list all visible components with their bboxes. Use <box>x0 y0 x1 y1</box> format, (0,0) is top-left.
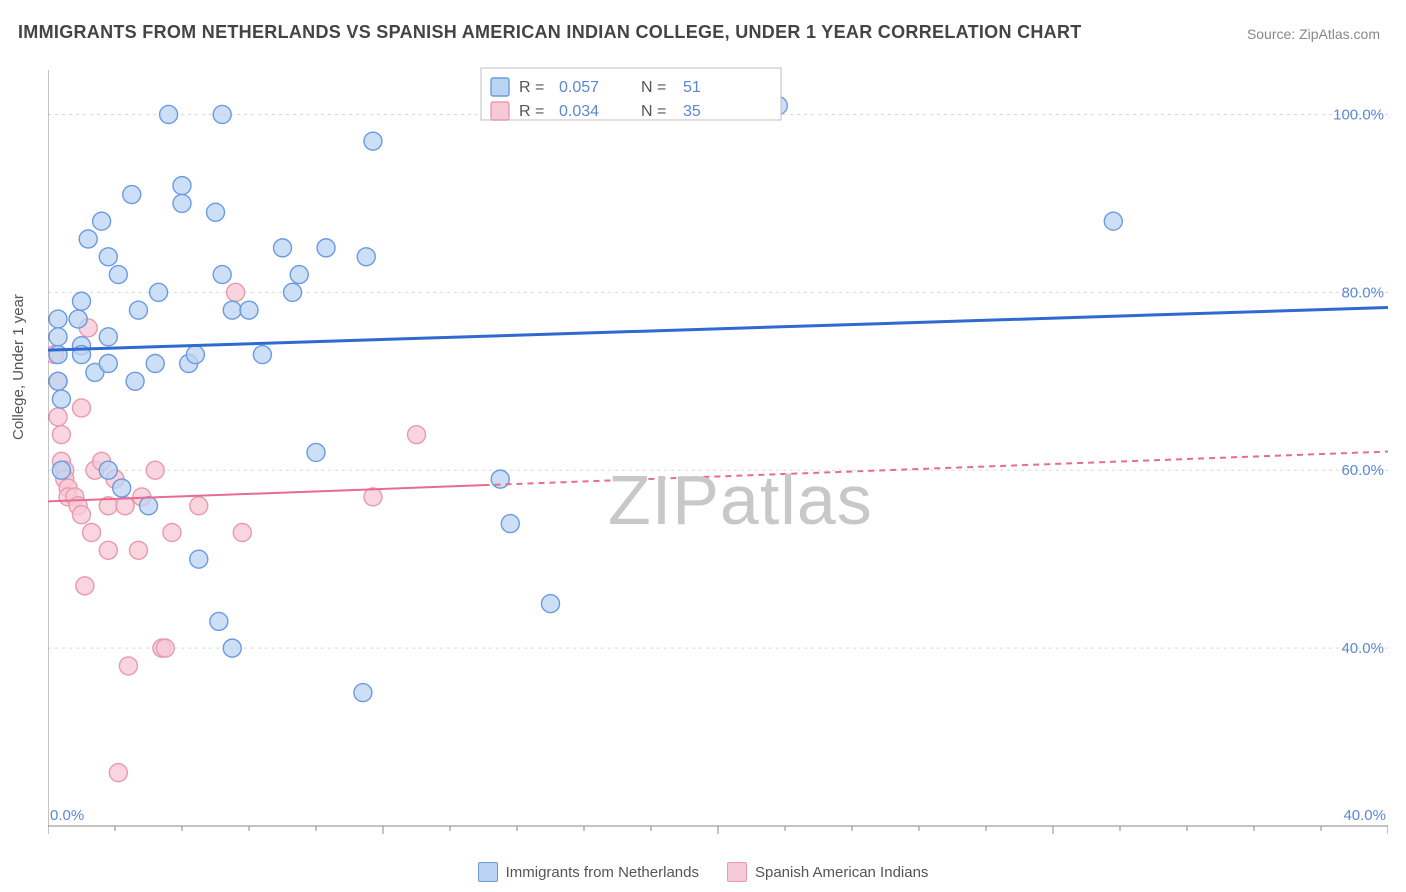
svg-text:R =: R = <box>519 79 544 96</box>
source-attribution: Source: ZipAtlas.com <box>1247 26 1380 42</box>
svg-text:35: 35 <box>683 103 701 120</box>
source-name: ZipAtlas.com <box>1299 26 1380 42</box>
y-axis-label: College, Under 1 year <box>10 294 27 440</box>
legend-label: Spanish American Indians <box>755 864 928 881</box>
legend-label: Immigrants from Netherlands <box>506 864 699 881</box>
svg-text:0.034: 0.034 <box>559 103 599 120</box>
legend-item: Immigrants from Netherlands <box>478 862 699 882</box>
svg-text:80.0%: 80.0% <box>1341 284 1384 301</box>
svg-text:40.0%: 40.0% <box>1341 640 1384 657</box>
legend-swatch <box>727 862 747 882</box>
chart-title: IMMIGRANTS FROM NETHERLANDS VS SPANISH A… <box>18 22 1082 43</box>
chart-svg: 40.0% 60.0% 80.0% 100.0% 0.0% 40.0% R = 0.057 N … <box>48 60 1388 840</box>
svg-text:60.0%: 60.0% <box>1341 462 1384 479</box>
svg-text:0.057: 0.057 <box>559 79 599 96</box>
svg-text:0.0%: 0.0% <box>50 807 84 824</box>
bottom-legend: Immigrants from Netherlands Spanish Ameri… <box>0 862 1406 886</box>
source-label: Source: <box>1247 26 1299 42</box>
legend-swatch <box>478 862 498 882</box>
svg-text:N =: N = <box>641 103 666 120</box>
legend-item: Spanish American Indians <box>727 862 928 882</box>
svg-text:N =: N = <box>641 79 666 96</box>
svg-text:51: 51 <box>683 79 701 96</box>
svg-text:R =: R = <box>519 103 544 120</box>
svg-text:100.0%: 100.0% <box>1333 106 1384 123</box>
scatter-plot: 40.0% 60.0% 80.0% 100.0% 0.0% 40.0% R = 0.057 N … <box>48 60 1388 840</box>
svg-text:40.0%: 40.0% <box>1343 807 1386 824</box>
